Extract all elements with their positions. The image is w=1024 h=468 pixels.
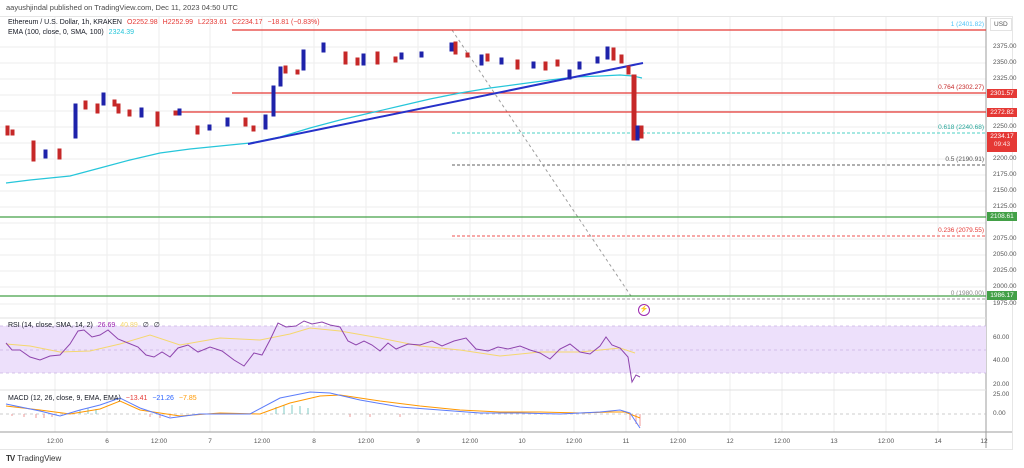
macd-value: −21.26: [152, 395, 174, 402]
price-label: 2050.00: [993, 251, 1017, 258]
bar-countdown: 09:43: [993, 141, 1011, 148]
macd-axis-0: 0.00: [993, 410, 1006, 417]
rsi-value: 26.69: [97, 322, 116, 329]
price-label: 2000.00: [993, 283, 1017, 290]
current-price: 2234.17: [990, 133, 1014, 140]
resistance-tag-2: 2272.82: [987, 108, 1017, 117]
time-label: 12:00: [150, 438, 168, 445]
lightning-icon[interactable]: ⚡: [638, 304, 650, 316]
time-label: 12:00: [253, 438, 271, 445]
macd-signal-value: −7.85: [178, 395, 197, 402]
time-label: 14: [934, 438, 942, 445]
time-label: 11: [622, 438, 630, 445]
currency-button[interactable]: USD: [990, 18, 1012, 31]
chart-frame: [0, 16, 1013, 450]
price-label: 2200.00: [993, 155, 1017, 162]
resistance-tag-1: 2301.57: [987, 89, 1017, 98]
candlesticks: [5, 41, 644, 162]
price-label: 2350.00: [993, 59, 1017, 66]
macd-histogram: [11, 405, 641, 426]
fib-label-0: 0 (1980.00): [950, 290, 984, 297]
time-label: 12:00: [46, 438, 64, 445]
time-label: 10: [518, 438, 526, 445]
brand-name: TradingView: [17, 454, 62, 463]
macd-signal-line: [5, 394, 641, 419]
ema-legend[interactable]: EMA (100, close, 0, SMA, 100) 2324.39: [8, 29, 137, 36]
time-label: 12:00: [773, 438, 791, 445]
macd-hist-value: −13.41: [125, 395, 148, 402]
bullish-trendline: [247, 62, 644, 145]
time-label: 12:00: [357, 438, 375, 445]
fibonacci-levels: [452, 29, 986, 300]
macd-axis-25: 25.00: [993, 391, 1010, 398]
price-change: −18.81 (−0.83%): [267, 19, 320, 26]
ohlc-high: H2252.99: [162, 19, 194, 26]
time-label: 6: [105, 438, 109, 445]
time-label: 12:00: [461, 438, 479, 445]
price-label: 2150.00: [993, 187, 1017, 194]
tradingview-icon: TV: [6, 454, 15, 463]
ohlc-close: C2234.17: [232, 19, 263, 26]
support-tag-2: 1986.17: [987, 291, 1017, 300]
rsi-levels: [0, 325, 986, 374]
rsi-axis-60: 60.00: [993, 334, 1010, 341]
price-label: 2125.00: [993, 203, 1017, 210]
ema-value: 2324.39: [108, 29, 134, 36]
macd-line: [5, 391, 641, 429]
fib-label-1: 1 (2401.82): [950, 21, 984, 28]
time-label: 13: [830, 438, 838, 445]
ema-label: EMA (100, close, 0, SMA, 100): [8, 29, 104, 36]
time-label: 12:00: [669, 438, 687, 445]
tradingview-logo[interactable]: TV TradingView: [6, 454, 61, 463]
rsi-extra-1: ∅: [142, 322, 149, 329]
symbol-title: Ethereum / U.S. Dollar, 1h, KRAKEN: [8, 19, 122, 26]
symbol-legend: Ethereum / U.S. Dollar, 1h, KRAKEN O2252…: [8, 19, 323, 26]
rsi-axis-20: 20.00: [993, 381, 1010, 388]
time-label: 8: [312, 438, 316, 445]
price-label: 2175.00: [993, 171, 1017, 178]
rsi-label: RSI (14, close, SMA, 14, 2): [8, 322, 93, 329]
rsi-axis-40: 40.00: [993, 357, 1010, 364]
publisher-line: aayushjindal published on TradingView.co…: [6, 3, 238, 12]
macd-label: MACD (12, 26, close, 9, EMA, EMA): [8, 395, 121, 402]
time-label: 12: [980, 438, 988, 445]
macd-legend[interactable]: MACD (12, 26, close, 9, EMA, EMA) −13.41…: [8, 395, 200, 402]
time-label: 7: [208, 438, 212, 445]
ohlc-low: L2233.61: [197, 19, 228, 26]
time-label: 9: [416, 438, 420, 445]
support-lines: [0, 216, 986, 297]
grid-horizontal: [0, 46, 986, 305]
support-tag-1: 2108.61: [987, 212, 1017, 221]
price-label: 2375.00: [993, 43, 1017, 50]
time-label: 12:00: [565, 438, 583, 445]
time-label: 12:00: [877, 438, 895, 445]
fib-label-0764: 0.764 (2302.27): [938, 84, 984, 91]
fib-label-0236: 0.236 (2079.55): [938, 227, 984, 234]
price-label: 2250.00: [993, 123, 1017, 130]
price-label: 2075.00: [993, 235, 1017, 242]
fib-diagonal: [451, 29, 634, 300]
price-label: 1975.00: [993, 300, 1017, 307]
rsi-extra-2: ∅: [153, 322, 160, 329]
price-label: 2325.00: [993, 75, 1017, 82]
fib-label-05: 0.5 (2190.91): [945, 156, 984, 163]
price-label: 2025.00: [993, 267, 1017, 274]
rsi-legend[interactable]: RSI (14, close, SMA, 14, 2) 26.69 40.89 …: [8, 321, 163, 329]
rsi-sma-line: [5, 327, 636, 357]
rsi-line: [5, 320, 641, 384]
ohlc-open: O2252.98: [126, 19, 158, 26]
current-price-tag: 2234.17 09:43: [987, 132, 1017, 152]
time-label: 12: [726, 438, 734, 445]
fib-label-0618: 0.618 (2240.68): [938, 124, 984, 131]
resistance-lines: [175, 29, 986, 113]
rsi-sma-value: 40.89: [120, 322, 138, 329]
